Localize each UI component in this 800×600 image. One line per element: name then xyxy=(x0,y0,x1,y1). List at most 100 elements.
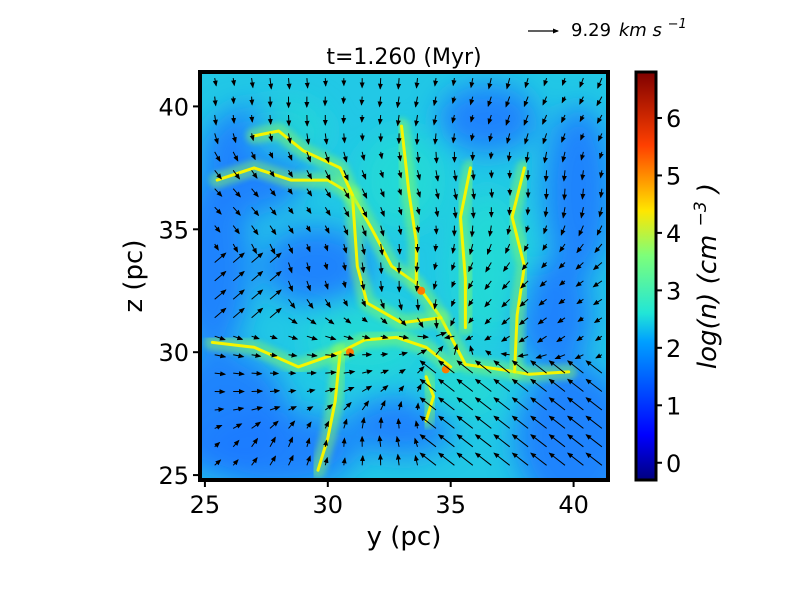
velocity-arrow xyxy=(415,151,421,164)
velocity-arrow xyxy=(579,207,585,219)
velocity-arrow xyxy=(214,407,225,413)
velocity-arrow xyxy=(489,188,495,199)
velocity-arrow xyxy=(432,280,438,290)
velocity-arrow xyxy=(469,114,475,123)
velocity-arrow xyxy=(451,96,457,104)
velocity-arrow xyxy=(561,170,567,182)
velocity-arrow xyxy=(361,299,366,308)
velocity-arrow xyxy=(212,78,218,87)
velocity-arrow xyxy=(269,307,282,319)
velocity-arrow xyxy=(377,435,383,447)
velocity-arrow xyxy=(451,299,456,308)
velocity-arrow xyxy=(214,424,223,430)
velocity-arrow xyxy=(487,77,493,90)
velocity-arrow xyxy=(585,452,603,466)
velocity-arrow xyxy=(501,317,511,326)
velocity-arrow xyxy=(343,170,349,181)
velocity-arrow xyxy=(360,262,366,274)
velocity-arrow xyxy=(251,206,260,217)
velocity-arrow xyxy=(456,434,474,448)
velocity-arrow xyxy=(562,188,568,201)
velocity-arrow xyxy=(530,397,547,411)
velocity-arrow xyxy=(342,151,348,163)
velocity-arrow xyxy=(377,114,383,125)
velocity-arrow xyxy=(288,280,293,292)
velocity-arrow xyxy=(214,206,222,215)
velocity-arrow xyxy=(214,151,221,163)
velocity-arrow xyxy=(268,133,274,143)
velocity-arrow xyxy=(415,402,421,411)
velocity-arrow xyxy=(251,421,262,429)
velocity-arrow xyxy=(232,243,239,253)
velocity-arrow xyxy=(379,243,385,256)
velocity-arrow xyxy=(323,243,329,252)
velocity-arrow xyxy=(415,299,421,311)
velocity-arrow xyxy=(556,335,566,343)
velocity-arrow xyxy=(542,96,548,106)
filament xyxy=(424,375,435,423)
velocity-arrow xyxy=(397,207,403,216)
velocity-arrow xyxy=(548,397,566,411)
velocity-arrow xyxy=(251,225,259,236)
velocity-arrow xyxy=(324,420,330,429)
velocity-arrow xyxy=(474,360,492,374)
x-tick-label: 30 xyxy=(313,491,344,519)
velocity-arrow xyxy=(520,280,529,289)
velocity-arrow xyxy=(213,133,219,145)
velocity-arrow xyxy=(232,270,245,282)
velocity-arrow xyxy=(419,415,437,429)
velocity-arrow xyxy=(435,331,447,337)
velocity-arrow xyxy=(543,77,549,87)
velocity-arrow xyxy=(558,262,566,269)
colorbar-tick-label: 6 xyxy=(666,105,681,133)
velocity-arrow xyxy=(251,370,263,376)
velocity-arrow xyxy=(416,170,422,181)
velocity-arrow xyxy=(417,334,429,340)
velocity-arrow xyxy=(251,252,264,263)
velocity-arrow xyxy=(537,317,547,325)
velocity-arrow xyxy=(524,133,529,145)
velocity-arrow xyxy=(501,298,511,308)
velocity-arrow xyxy=(486,243,492,256)
velocity-arrow xyxy=(268,78,274,90)
velocity-arrow xyxy=(379,170,384,179)
velocity-arrow xyxy=(414,437,419,447)
velocity-arrow xyxy=(593,317,603,324)
velocity-arrow xyxy=(471,188,476,200)
velocity-arrow xyxy=(288,317,298,324)
velocity-arrow xyxy=(323,262,329,271)
velocity-arrow xyxy=(269,289,282,300)
velocity-arrow xyxy=(359,455,365,466)
velocity-arrow xyxy=(232,459,239,466)
velocity-arrow xyxy=(395,453,401,466)
velocity-arrow xyxy=(214,252,227,263)
velocity-arrow xyxy=(575,262,584,270)
velocity-arrow xyxy=(580,151,586,161)
velocity-arrow xyxy=(511,415,529,429)
velocity-arrow xyxy=(398,299,403,311)
velocity-arrow xyxy=(451,243,457,254)
velocity-arrow xyxy=(287,188,293,195)
velocity-arrow xyxy=(288,436,293,447)
velocity-arrow xyxy=(506,133,511,144)
velocity-arrow xyxy=(251,352,262,358)
velocity-arrow xyxy=(342,243,348,254)
velocity-arrow xyxy=(232,439,240,448)
velocity-arrow xyxy=(251,334,260,340)
velocity-arrow xyxy=(214,169,222,180)
colorbar-tick-label: 5 xyxy=(666,162,681,190)
velocity-arrow xyxy=(414,454,419,466)
velocity-arrow xyxy=(380,385,389,392)
velocity-arrow xyxy=(214,225,221,233)
velocity-arrow xyxy=(598,207,604,218)
velocity-arrow xyxy=(360,151,366,161)
colorbar-label-exponent: −3 xyxy=(691,201,711,226)
velocity-arrow xyxy=(493,378,511,392)
velocity-arrow xyxy=(579,77,585,88)
velocity-arrow xyxy=(438,434,455,448)
velocity-arrow xyxy=(511,360,529,374)
velocity-arrow xyxy=(269,206,277,216)
velocity-arrow xyxy=(378,280,384,293)
y-tick-label: 35 xyxy=(158,216,189,244)
